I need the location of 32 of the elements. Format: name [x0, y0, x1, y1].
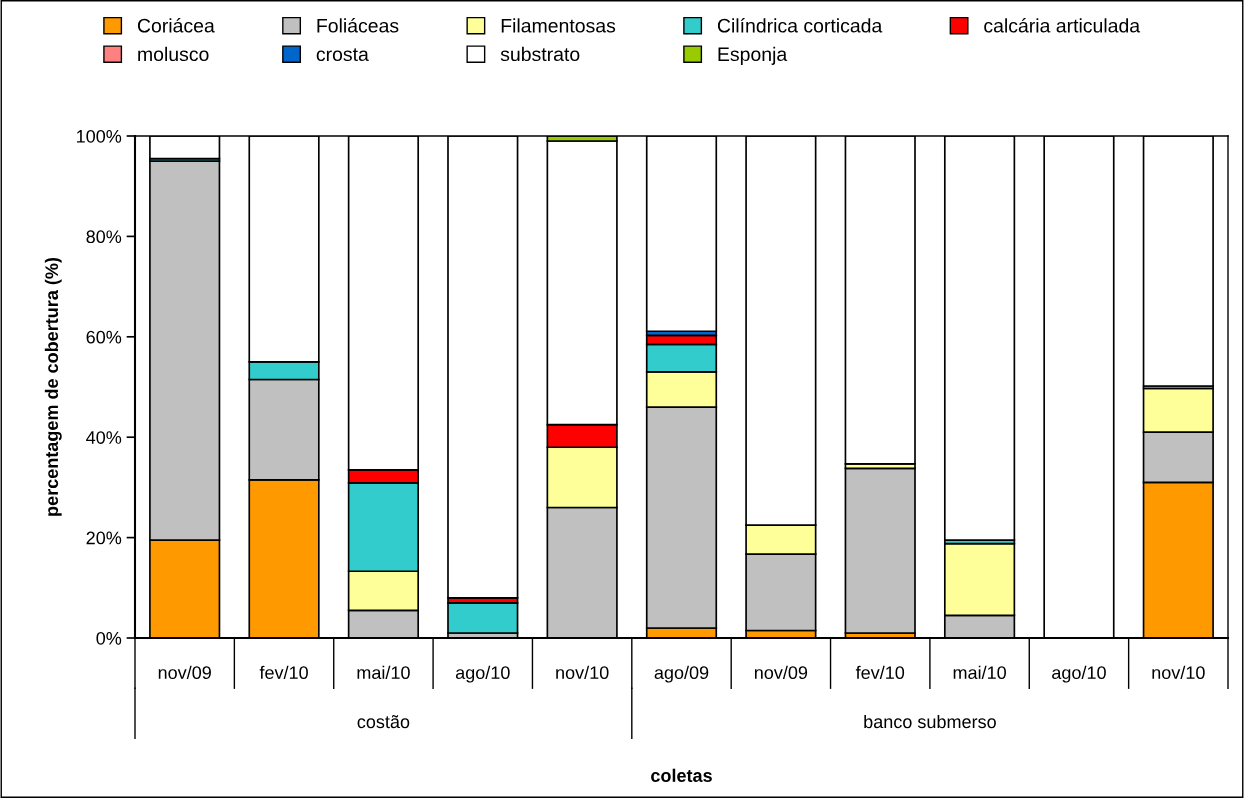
- legend-label: molusco: [138, 46, 209, 62]
- x-tick-label: ago/09: [654, 665, 709, 683]
- x-tick-label: ago/10: [455, 665, 510, 683]
- x-tick-label: fev/10: [855, 665, 905, 680]
- x-tick-label: mai/10: [357, 665, 410, 680]
- legend-label: calcária articulada: [984, 18, 1141, 33]
- y-axis-title: percentagem de cobertura (%): [44, 257, 62, 516]
- legend-label: substrato: [500, 46, 580, 62]
- y-tick-label: 20%: [86, 531, 122, 545]
- y-tick-label: 0%: [96, 631, 122, 645]
- x-tick-label: nov/10: [556, 665, 609, 680]
- bar: [844, 467, 916, 634]
- x-tick-label: nov/09: [754, 665, 808, 680]
- text: costão: [357, 715, 410, 729]
- y-tick-label: 40%: [86, 431, 122, 444]
- legend-label: Filamentosas: [501, 18, 616, 33]
- y-tick-label: 80%: [86, 230, 122, 244]
- bar: [447, 602, 519, 634]
- y-tick-label: 100%: [77, 129, 122, 143]
- x-axis-title: coletas: [651, 768, 712, 782]
- legend-label: Cilíndrica corticada: [717, 18, 883, 33]
- text: banco submerso: [864, 714, 996, 729]
- legend-label: crosta: [316, 48, 369, 62]
- x-tick-label: mai/10: [953, 665, 1006, 680]
- x-tick-label: nov/10: [1152, 665, 1205, 680]
- x-tick-label: fev/10: [259, 665, 308, 680]
- legend-label: Esponja: [718, 46, 788, 65]
- x-tick-label: nov/09: [158, 665, 211, 680]
- legend-label: Coriácea: [137, 18, 215, 33]
- y-tick-label: 60%: [86, 330, 122, 344]
- legend-label: Foliáceas: [317, 18, 399, 33]
- x-tick-label: ago/10: [1052, 665, 1106, 683]
